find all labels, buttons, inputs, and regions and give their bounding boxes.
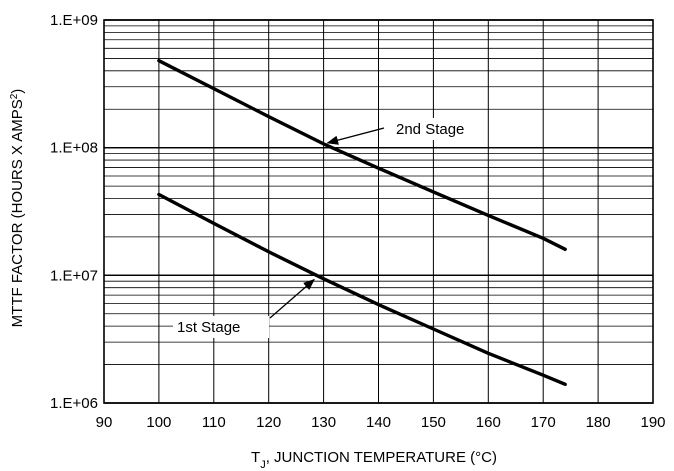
x-tick-label: 100 bbox=[146, 414, 171, 431]
y-axis-label: MTTF FACTOR (HOURS X AMPS2) bbox=[9, 89, 27, 328]
series-lines bbox=[157, 59, 567, 386]
series-line bbox=[157, 192, 567, 386]
x-tick-label: 170 bbox=[531, 414, 556, 431]
annotation-leader bbox=[269, 278, 315, 319]
x-tick-label: 150 bbox=[421, 414, 446, 431]
y-tick-label: 1.E+08 bbox=[50, 140, 98, 157]
annotation-label-1st-stage: 1st Stage bbox=[177, 319, 240, 336]
x-tick-label: 180 bbox=[586, 414, 611, 431]
x-tick-labels: 90 100 110 120 130 140 150 160 170 180 190 bbox=[96, 414, 666, 431]
series-line bbox=[157, 59, 567, 252]
x-tick-label: 90 bbox=[96, 414, 113, 431]
annotation-leader bbox=[326, 127, 385, 145]
x-tick-label: 130 bbox=[311, 414, 336, 431]
plot-frame bbox=[103, 19, 654, 404]
y-tick-label: 1.E+09 bbox=[50, 12, 98, 29]
y-tick-label: 1.E+07 bbox=[50, 267, 98, 284]
x-tick-label: 190 bbox=[640, 414, 665, 431]
grid-lines bbox=[103, 19, 654, 404]
annotation-label-bg bbox=[173, 316, 269, 338]
x-tick-label: 120 bbox=[256, 414, 281, 431]
x-axis-label: TJ, JUNCTION TEMPERATURE (°C) bbox=[251, 449, 497, 471]
x-tick-label: 160 bbox=[476, 414, 501, 431]
y-tick-label: 1.E+06 bbox=[50, 395, 98, 412]
annotation-label-bg bbox=[392, 118, 484, 140]
x-tick-label: 110 bbox=[202, 414, 226, 431]
y-tick-labels: 1.E+06 1.E+07 1.E+08 1.E+09 bbox=[50, 12, 98, 412]
x-tick-label: 140 bbox=[366, 414, 391, 431]
annotations: 2nd Stage 1st Stage bbox=[173, 118, 484, 338]
annotation-label-2nd-stage: 2nd Stage bbox=[396, 121, 464, 138]
